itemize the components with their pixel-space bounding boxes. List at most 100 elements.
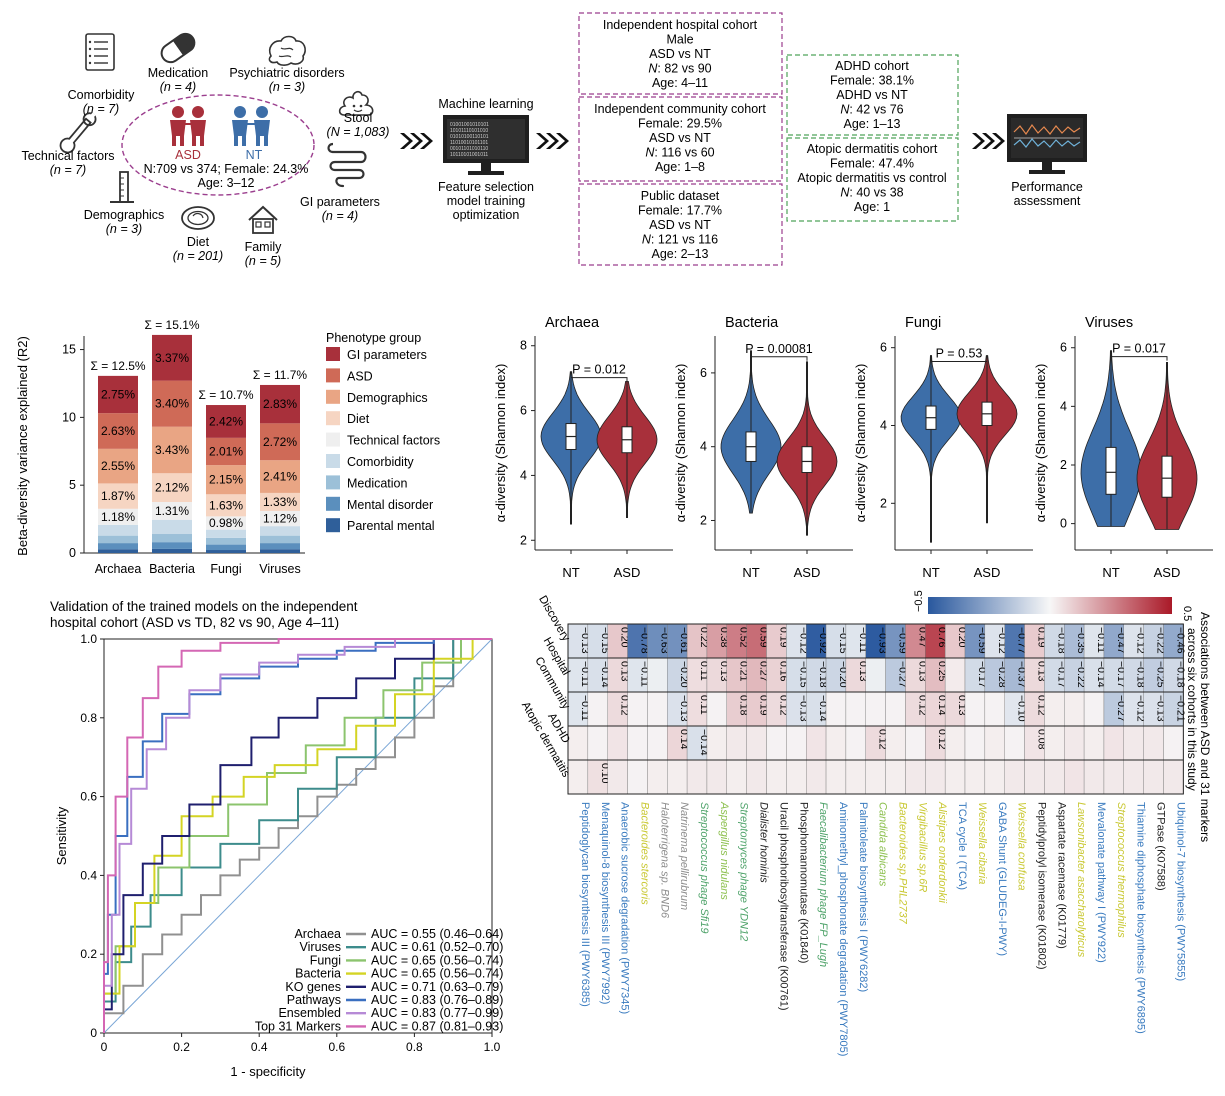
cohort-text: N: 121 vs 116 bbox=[642, 233, 718, 247]
bar-segment bbox=[152, 426, 192, 474]
column-label: Thiamine diphosphate biosynthesis (PWY68… bbox=[1135, 802, 1147, 1034]
bar-segment bbox=[206, 537, 246, 545]
cohort-text: ASD vs NT bbox=[649, 218, 711, 232]
bar-segment bbox=[98, 375, 138, 414]
bar-segment bbox=[260, 423, 300, 461]
factor-label: Stool bbox=[344, 111, 373, 125]
n-value: : 121 vs 116 bbox=[651, 233, 718, 247]
factor-count: (n = 4) bbox=[322, 209, 358, 223]
legend-auc: AUC = 0.83 (0.77–0.99) bbox=[371, 1006, 503, 1020]
legend-auc: AUC = 0.83 (0.76–0.89) bbox=[371, 993, 503, 1007]
roc-curve bbox=[103, 638, 492, 1033]
segment-label: 2.12% bbox=[155, 481, 189, 495]
y-tick-label: 15 bbox=[62, 343, 76, 357]
y-tick-label: 2 bbox=[700, 513, 707, 527]
x-tick-label: 0 bbox=[101, 1040, 108, 1054]
segment-label: 2.83% bbox=[263, 397, 297, 411]
legend-swatch bbox=[326, 454, 340, 468]
n-value: : 82 vs 90 bbox=[657, 62, 711, 76]
roc-curve bbox=[103, 638, 492, 1033]
column-label: Candida albicans bbox=[877, 802, 889, 887]
legend-swatch bbox=[326, 347, 340, 361]
bar-segment bbox=[260, 510, 300, 527]
y-tick-label: 0 bbox=[90, 1026, 97, 1040]
diagonal-reference bbox=[103, 638, 493, 1034]
legend-label: ASD bbox=[347, 369, 373, 383]
segment-label: 1.63% bbox=[209, 498, 243, 512]
cohort-text: Age: 4–11 bbox=[652, 76, 708, 90]
column-label: Aminomethyl_phosphonate degradation (PWY… bbox=[837, 802, 849, 1056]
column-label: Dialister hominis bbox=[758, 802, 770, 883]
panel-title: Fungi bbox=[905, 315, 941, 331]
heatmap-cell bbox=[885, 691, 906, 727]
column-label: Uracil phosphoribosyltransferase (K00761… bbox=[777, 802, 789, 1011]
x-tick-label: ASD bbox=[794, 565, 821, 580]
significance-bracket bbox=[1110, 356, 1168, 361]
factor-count: (n = 7) bbox=[83, 102, 119, 116]
heatmap-cell bbox=[667, 759, 688, 795]
factor-label: GI parameters bbox=[300, 195, 380, 209]
y-tick-label: 1.0 bbox=[80, 632, 97, 646]
wrench-icon bbox=[59, 112, 97, 154]
cohort-text: Age: 2–13 bbox=[652, 247, 709, 261]
bar-segment bbox=[98, 524, 138, 536]
cohort-box bbox=[578, 183, 783, 266]
heatmap-cell bbox=[1143, 725, 1164, 761]
legend-swatch bbox=[326, 496, 340, 511]
heatmap-cell bbox=[865, 691, 886, 727]
heatmap-cell bbox=[806, 725, 827, 761]
nt-people-icon bbox=[232, 106, 270, 146]
color-scale-max: 0.5 bbox=[1181, 606, 1193, 621]
column-label: TCA cycle I (TCA) bbox=[956, 802, 968, 890]
heatmap-cell bbox=[746, 759, 767, 795]
heatmap-cell bbox=[925, 759, 946, 795]
legend-label: Archaea bbox=[294, 927, 341, 941]
heatmap-cell bbox=[726, 725, 747, 761]
legend-label: Ensembled bbox=[278, 1006, 341, 1020]
y-axis-label: α-diversity (Shannon index) bbox=[1033, 364, 1048, 523]
legend-auc: AUC = 0.55 (0.46–0.64) bbox=[371, 927, 503, 941]
bar-segment bbox=[152, 473, 192, 503]
segment-label: 3.40% bbox=[155, 397, 189, 411]
svg-text:01001001010101: 01001001010101 bbox=[450, 122, 489, 128]
x-tick-label: Fungi bbox=[210, 562, 241, 576]
y-tick-label: 2 bbox=[520, 533, 527, 547]
bar-segment bbox=[152, 534, 192, 543]
bar-segment bbox=[206, 516, 246, 530]
x-tick-label: 0.8 bbox=[406, 1040, 423, 1054]
cohort-text: Male bbox=[666, 33, 693, 47]
x-tick-label: 0.6 bbox=[328, 1040, 345, 1054]
arrow-icon bbox=[972, 133, 1005, 149]
heatmap-cell bbox=[766, 725, 787, 761]
heatmap-cell bbox=[647, 725, 668, 761]
heatmap-cell bbox=[944, 657, 966, 693]
legend-auc: AUC = 0.65 (0.56–0.74) bbox=[371, 967, 503, 981]
column-label: Faecalibacterium phage FP_Lugh bbox=[817, 802, 829, 967]
y-tick-label: 5 bbox=[69, 478, 76, 492]
y-tick-label: 4 bbox=[1060, 399, 1067, 413]
bar-segment bbox=[98, 448, 138, 484]
bar-segment bbox=[206, 529, 246, 538]
column-label: Anaerobic sucrose degradation (PWY7345) bbox=[619, 802, 631, 1014]
x-tick-label: NT bbox=[1102, 565, 1119, 580]
factor-label: Diet bbox=[187, 235, 210, 249]
cohort-text: N: 82 vs 90 bbox=[648, 62, 711, 76]
x-axis-label: 1 - specificity bbox=[230, 1064, 306, 1079]
study-design-schematic: Comorbidity (n = 7) Medication (n = 4) P… bbox=[21, 12, 1087, 268]
roc-curve bbox=[103, 638, 492, 1033]
column-label: Aspergillus nidulans bbox=[718, 801, 730, 900]
column-label: Peptidylprolyl isomerase (K01802) bbox=[1035, 802, 1047, 970]
nt-label: NT bbox=[246, 148, 263, 162]
y-tick-label: 6 bbox=[700, 366, 707, 380]
legend-auc: AUC = 0.61 (0.52–0.70) bbox=[371, 940, 503, 954]
legend-label: Comorbidity bbox=[347, 455, 414, 469]
x-tick-label: 1.0 bbox=[484, 1040, 501, 1054]
segment-label: 3.37% bbox=[155, 351, 189, 365]
bar-total-label: Σ = 11.7% bbox=[253, 368, 308, 382]
column-label: Phosphomannomutase (K01840) bbox=[797, 802, 809, 963]
bar-segment bbox=[260, 543, 300, 550]
legend-label: Bacteria bbox=[295, 967, 341, 981]
y-tick-label: 0.8 bbox=[80, 711, 97, 725]
x-tick-label: Bacteria bbox=[149, 562, 195, 576]
bar-segment bbox=[152, 380, 192, 427]
